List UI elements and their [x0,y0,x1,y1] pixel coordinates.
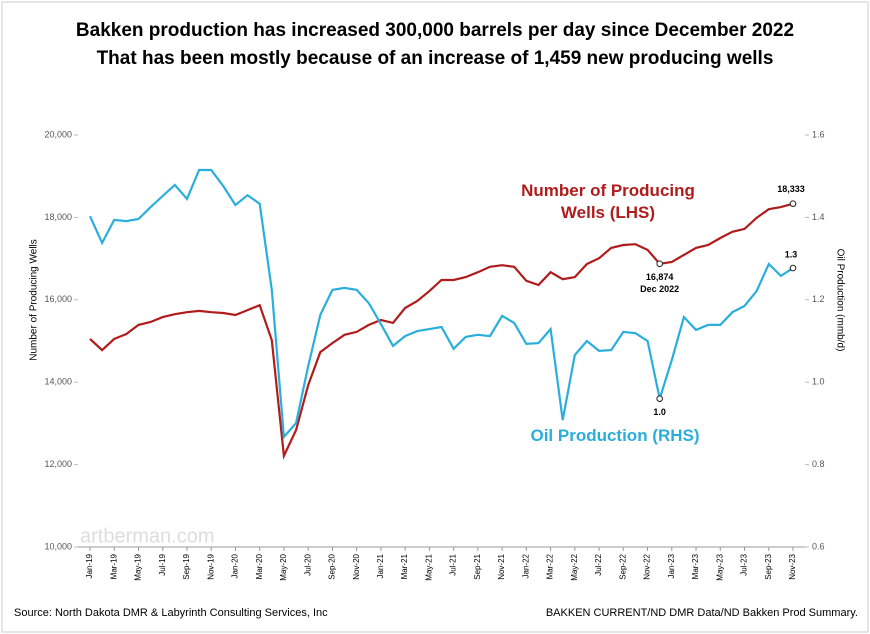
y-axis-label: Number of Producing Wells [29,239,40,361]
x-tick-label: Mar-20 [255,553,264,579]
point-marker [656,260,663,268]
chart-subtitle: That has been mostly because of an incre… [97,48,774,69]
annotation: Dec 2022 [640,284,679,294]
y2-tick-label: 1.2 [812,294,825,304]
x-tick-label: Jan-23 [667,553,676,578]
x-tick-label: May-22 [570,553,579,580]
x-tick-label: Jul-22 [594,553,603,575]
x-tick-label: Jul-19 [158,553,167,575]
source-right: BAKKEN CURRENT/ND DMR Data/ND Bakken Pro… [546,607,858,619]
x-tick-label: Mar-22 [546,553,555,579]
x-tick-label: Mar-21 [400,553,409,579]
x-tick-label: Sep-21 [473,553,482,579]
y2-tick-label: 1.0 [812,377,825,387]
x-tick-label: Mar-23 [691,553,700,579]
x-tick-label: Mar-19 [109,553,118,579]
x-tick-label: May-21 [424,553,433,580]
series-label: Oil Production (RHS) [530,426,700,445]
x-tick-label: Jan-19 [85,553,94,578]
x-tick-label: May-23 [715,553,724,580]
y-tick-label: 14,000 [44,377,72,387]
series-label: Number of Producing Wells (LHS) [521,181,695,222]
x-tick-label: Nov-19 [206,553,215,579]
data-label: 16,874 [646,272,674,282]
y-tick-label: 10,000 [44,541,72,551]
source: Source: North Dakota DMR & Labyrinth Con… [14,607,328,619]
x-tick-label: May-19 [134,553,143,580]
x-tick-label: May-20 [279,553,288,580]
x-tick-label: Jan-22 [521,553,530,578]
y-tick-label: 12,000 [44,459,72,469]
x-tick-label: Jan-21 [376,553,385,578]
series-line [89,202,794,460]
chart-title: Bakken production has increased 300,000 … [76,20,794,41]
y-tick-label: 20,000 [44,129,72,139]
x-tick-label: Nov-20 [352,553,361,579]
data-label: 1.0 [653,407,666,417]
point-marker [789,264,797,272]
x-tick-label: Jan-20 [231,553,240,578]
data-label: 1.3 [785,249,798,259]
x-tick-label: Nov-23 [788,553,797,579]
y-tick-label: 18,000 [44,212,72,222]
y-tick-label: 16,000 [44,294,72,304]
x-tick-label: Nov-21 [497,553,506,579]
x-tick-label: Nov-22 [643,553,652,579]
y2-tick-label: 0.8 [812,459,825,469]
watermark: artberman.com [80,525,215,547]
x-tick-label: Jul-20 [303,553,312,575]
x-tick-label: Sep-22 [618,553,627,579]
y2-tick-label: 1.6 [812,129,825,139]
point-marker [656,395,663,402]
x-tick-label: Sep-20 [328,553,337,579]
series-line [88,168,794,440]
x-tick-label: Sep-23 [764,553,773,579]
y2-tick-label: 0.6 [812,541,825,551]
x-tick-label: Jul-21 [449,553,458,575]
y2-tick-label: 1.4 [812,212,825,222]
y2-axis-label: Oil Production (mmb/d) [834,249,845,352]
x-tick-label: Jul-23 [740,553,749,575]
x-tick-label: Sep-19 [182,553,191,579]
data-label: 18,333 [777,184,805,194]
point-marker [789,200,797,207]
